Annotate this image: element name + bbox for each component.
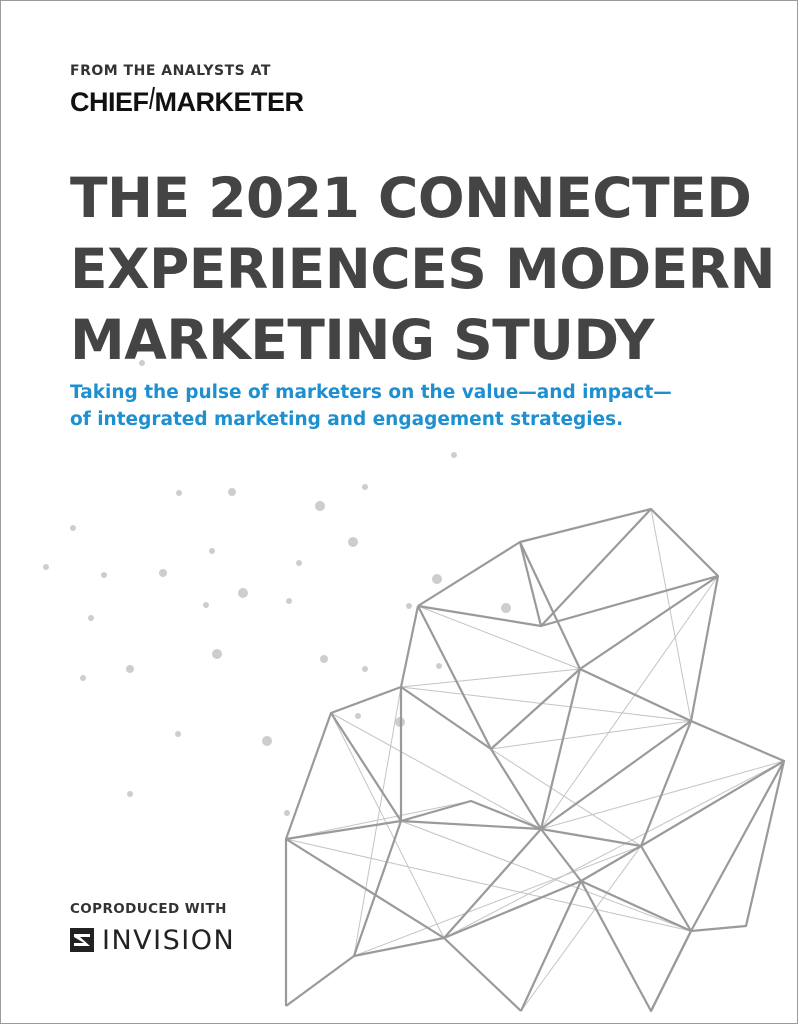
scatter-dots xyxy=(43,360,511,816)
title-line-1: THE 2021 CONNECTED xyxy=(70,166,752,230)
report-subtitle: Taking the pulse of marketers on the val… xyxy=(70,379,770,433)
chief-marketer-logo: CHIEF MARKETER xyxy=(70,85,304,118)
invision-logo: INVISION xyxy=(70,923,235,957)
analysts-kicker: FROM THE ANALYSTS AT xyxy=(70,63,271,79)
title-line-2: EXPERIENCES MODERN xyxy=(70,237,776,301)
brand-slash-icon xyxy=(148,85,155,118)
report-title: THE 2021 CONNECTED EXPERIENCES MODERN MA… xyxy=(70,163,790,376)
coproduced-label: COPRODUCED WITH xyxy=(70,901,227,917)
partner-name: INVISION xyxy=(102,924,236,956)
network-lines-thick xyxy=(284,507,786,1013)
subtitle-line-1: Taking the pulse of marketers on the val… xyxy=(70,382,672,403)
title-line-3: MARKETING STUDY xyxy=(70,308,654,372)
brand-left: CHIEF xyxy=(70,87,149,117)
brand-right: MARKETER xyxy=(154,87,305,117)
invision-logo-icon xyxy=(70,928,94,952)
subtitle-line-2: of integrated marketing and engagement s… xyxy=(70,409,624,430)
